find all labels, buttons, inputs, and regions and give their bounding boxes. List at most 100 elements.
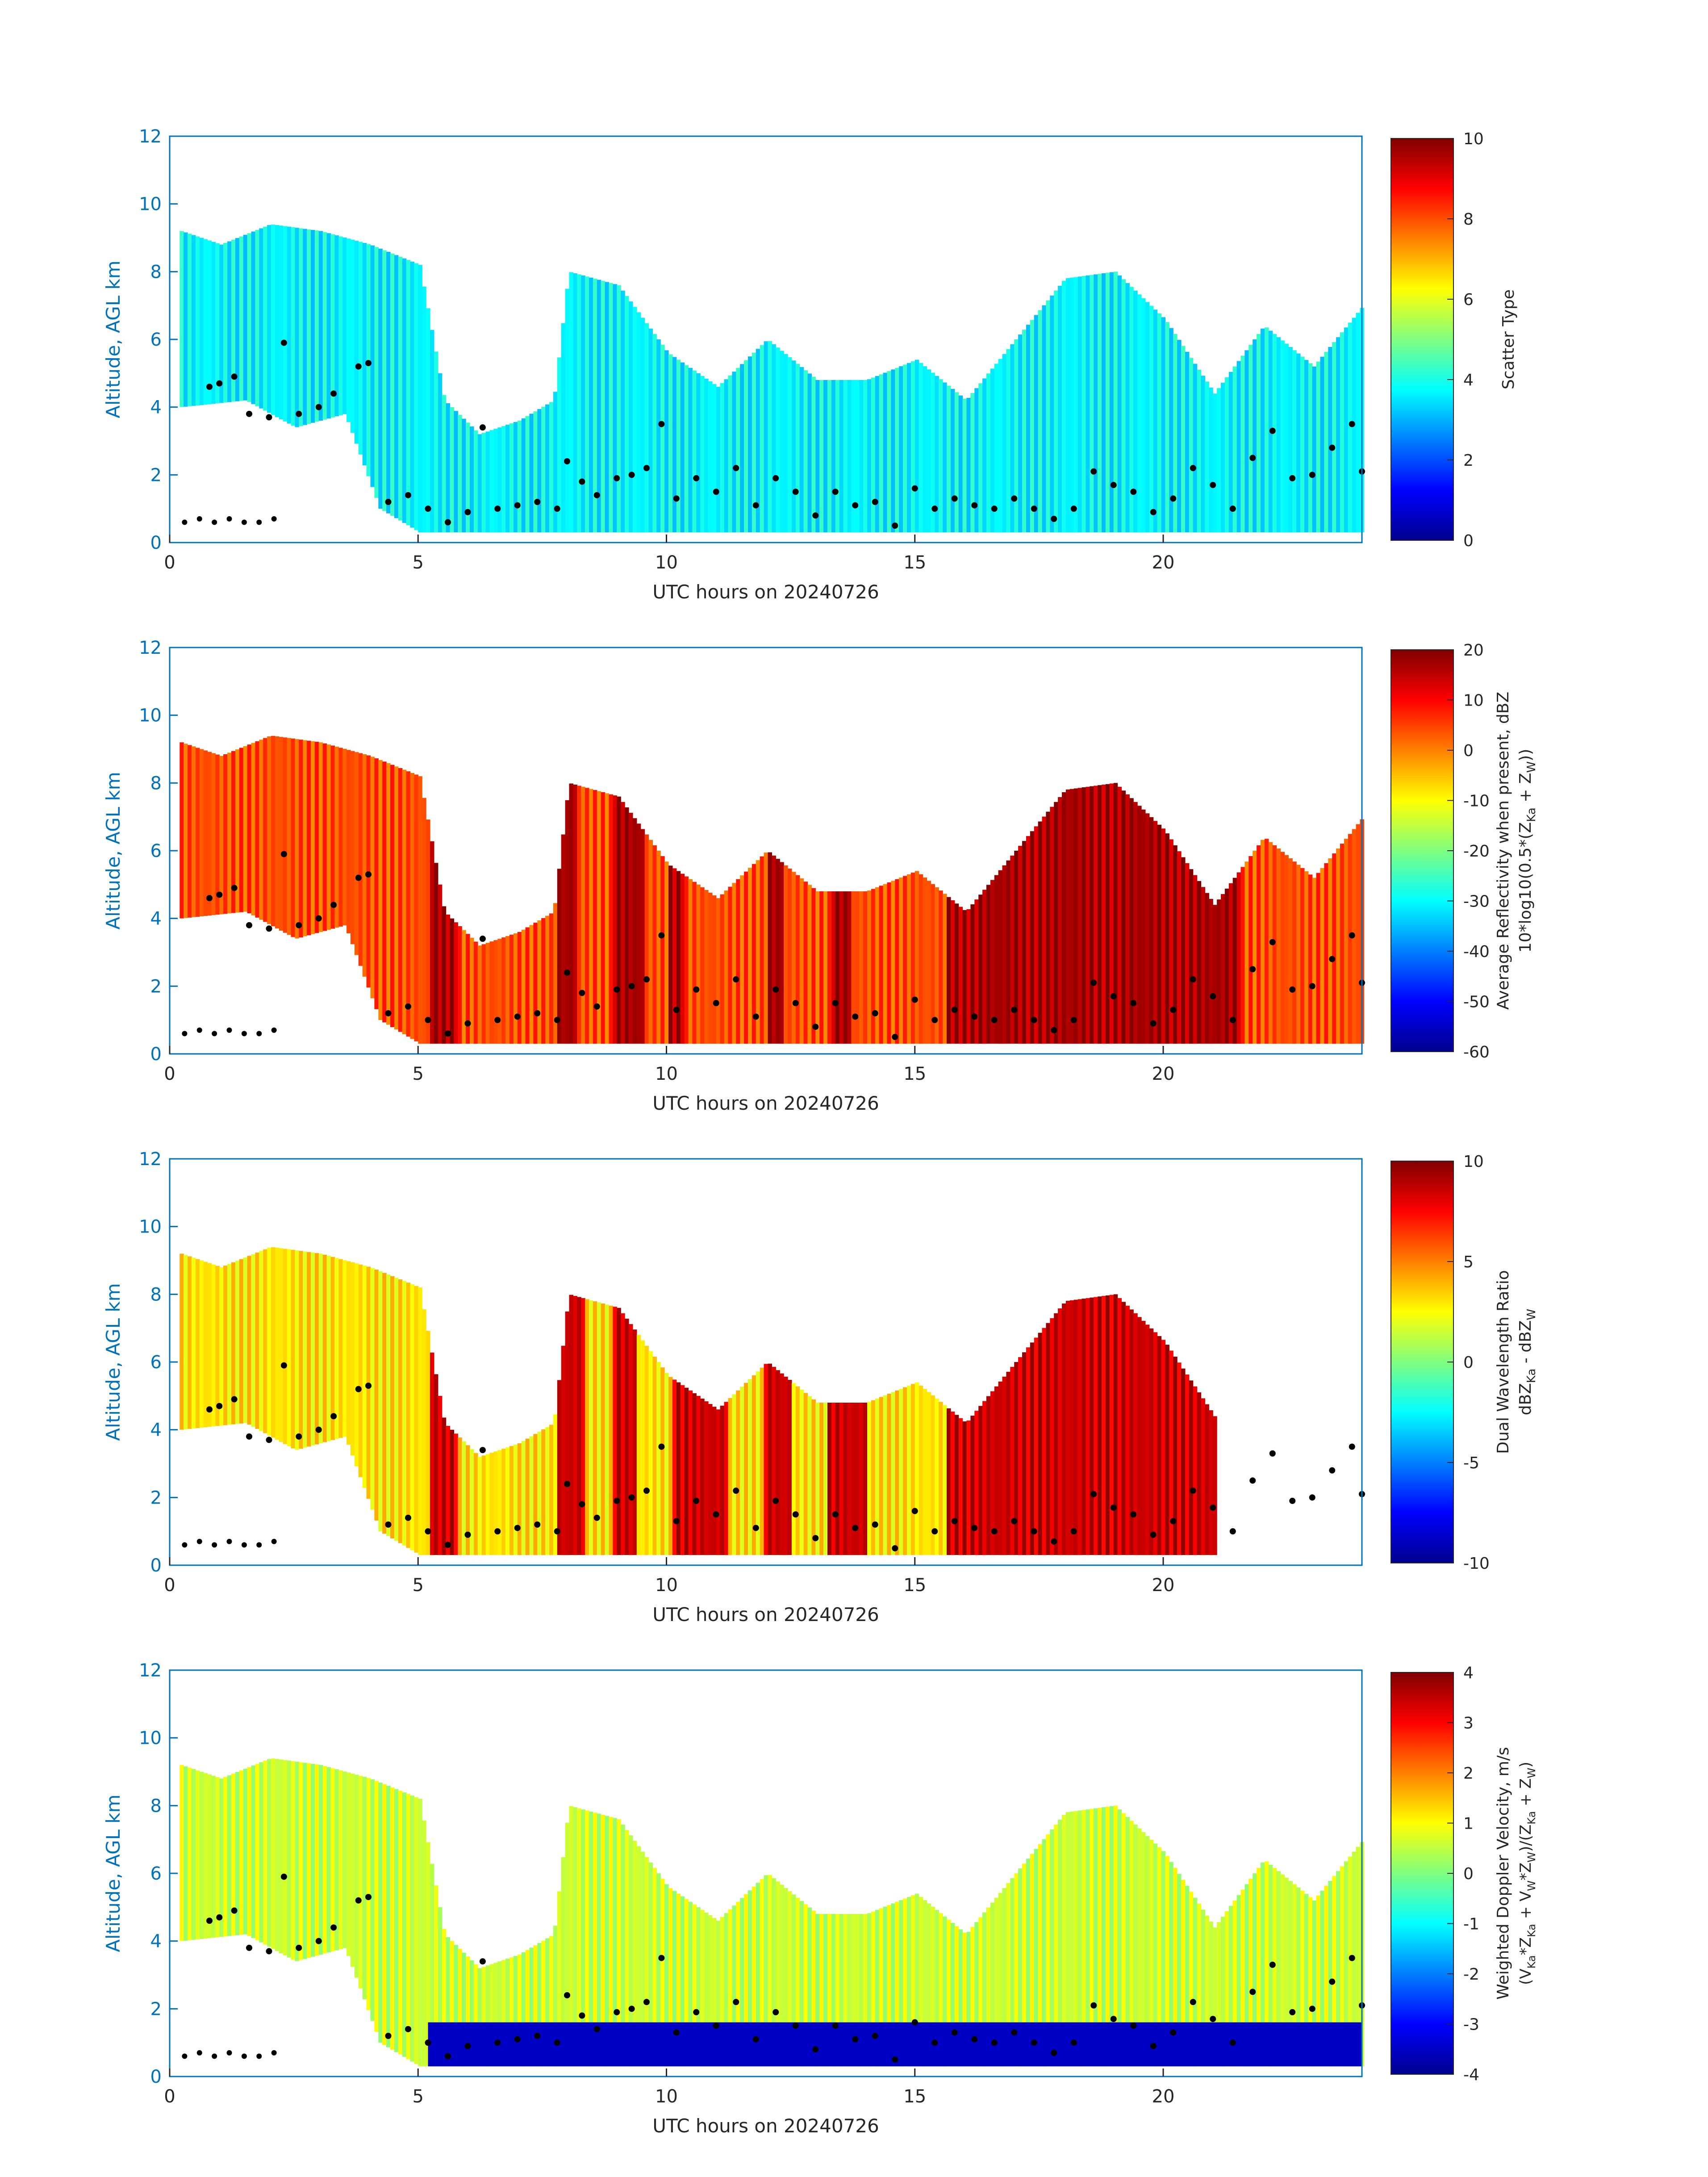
cloud-strip: [1050, 806, 1054, 1044]
cloud-strip: [378, 1782, 383, 2043]
cloud-strip: [1165, 1345, 1169, 1555]
marker-point: [1249, 1477, 1256, 1484]
cloud-strip: [537, 1943, 542, 2067]
cloud-strip: [660, 1367, 665, 1555]
cloud-strip: [1082, 1299, 1086, 1555]
cloud-strip: [728, 886, 732, 1044]
x-ticks: 0 5 10 15 20: [164, 1557, 1174, 1596]
cloud-strip: [784, 1376, 788, 1555]
cloud-strip: [295, 228, 299, 427]
colorbar-tick-label: 4: [1463, 371, 1474, 389]
cloud-strip: [322, 743, 327, 931]
marker-point: [1150, 1531, 1157, 1538]
cloud-strip: [1240, 867, 1245, 1044]
cloud-strip: [354, 1775, 359, 1978]
cloud-strip: [1006, 860, 1011, 1044]
cloud-strip: [772, 1366, 776, 1555]
cloud-strip: [760, 1367, 764, 1555]
cloud-strip: [855, 1403, 860, 1555]
cloud-strip: [613, 1307, 617, 1555]
marker-point: [1349, 1443, 1355, 1450]
cloud-strip: [458, 1437, 462, 1555]
cloud-strip: [1205, 893, 1209, 1044]
cloud-strip: [982, 1401, 987, 1555]
cloud-strip: [1249, 345, 1253, 533]
cloud-strip: [1253, 339, 1257, 533]
y-tick-label: 6: [150, 841, 162, 861]
cloud-strip: [863, 891, 868, 1044]
cloud-strip: [879, 886, 884, 1044]
marker-point: [246, 410, 252, 417]
cloud-strip: [291, 227, 295, 426]
cloud-strip: [227, 1775, 232, 1936]
marker-point: [1210, 1504, 1216, 1511]
colorbar-tick-label: 0: [1463, 742, 1474, 760]
cloud-strip: [887, 1394, 891, 1555]
cloud-strip: [489, 430, 494, 533]
cloud-strip: [1292, 1884, 1297, 2067]
cloud-strip: [1193, 364, 1198, 533]
marker-point: [1070, 1528, 1077, 1535]
marker-point: [315, 1938, 322, 1944]
cloud-strip: [1062, 281, 1066, 533]
cloud-strip: [1022, 1864, 1027, 2067]
marker-point: [593, 492, 600, 498]
cloud-strip: [347, 1772, 351, 1956]
cloud-strip: [370, 1779, 375, 2021]
cloud-strip: [931, 1906, 935, 2067]
cloud-strip: [644, 834, 649, 1044]
cloud-strip: [839, 1403, 844, 1555]
cloud-strip: [1113, 1294, 1118, 1555]
marker-point: [1150, 1020, 1157, 1027]
cloud-strip: [720, 894, 725, 1044]
colorbar-label-line1: Scatter Type: [1499, 289, 1518, 389]
cloud-strip: [629, 813, 633, 1044]
marker-point: [1289, 475, 1296, 481]
colorbar-tick-label: 8: [1463, 210, 1474, 229]
marker-point: [643, 1488, 650, 1494]
marker-point: [832, 1000, 839, 1007]
cloud-strip: [390, 1276, 395, 1539]
marker-point: [1210, 2016, 1216, 2022]
marker-point: [1269, 1961, 1276, 1968]
cloud-strip: [1046, 811, 1050, 1044]
y-tick-label: 2: [150, 465, 162, 485]
cloud-strip: [629, 1835, 633, 2067]
cloud-strip: [1253, 1873, 1257, 2067]
cloud-strip: [1261, 840, 1265, 1044]
cloud-strip: [501, 426, 506, 533]
cloud-strip: [1161, 1851, 1165, 2067]
cloud-strip: [668, 865, 673, 1044]
cloud-strip: [1157, 313, 1162, 533]
cloud-strip: [744, 1894, 748, 2067]
cloud-strip: [851, 891, 856, 1044]
cloud-strip: [1141, 809, 1146, 1044]
cloud-strip: [390, 1787, 395, 2050]
cloud-strip: [239, 748, 244, 912]
marker-point: [514, 1525, 521, 1531]
marker-point: [852, 1013, 859, 1020]
cloud-strip: [322, 1766, 327, 1954]
cloud-strip: [795, 1897, 800, 2067]
cloud-strip: [263, 1249, 267, 1433]
cloud-strip: [569, 1295, 573, 1555]
cloud-strip: [314, 1253, 319, 1445]
cloud-strip: [533, 1945, 538, 2067]
cloud-strip: [974, 1922, 979, 2067]
marker-point: [479, 424, 486, 431]
colorbar: [1391, 649, 1454, 1052]
cloud-strip: [1193, 875, 1198, 1044]
cloud-strip: [1340, 844, 1345, 1044]
cloud-strip: [1276, 337, 1281, 533]
cloud-strip: [807, 885, 812, 1044]
cloud-strip: [1157, 1847, 1162, 2067]
marker-point: [1070, 2039, 1077, 2046]
cloud-strip: [1232, 366, 1237, 533]
cloud-strip: [541, 406, 546, 533]
cb-sub: W: [1525, 1768, 1538, 1778]
cloud-strip: [394, 1789, 399, 2052]
cloud-strip: [1090, 275, 1094, 533]
cloud-strip: [382, 250, 387, 511]
cloud-strip: [990, 1391, 995, 1555]
